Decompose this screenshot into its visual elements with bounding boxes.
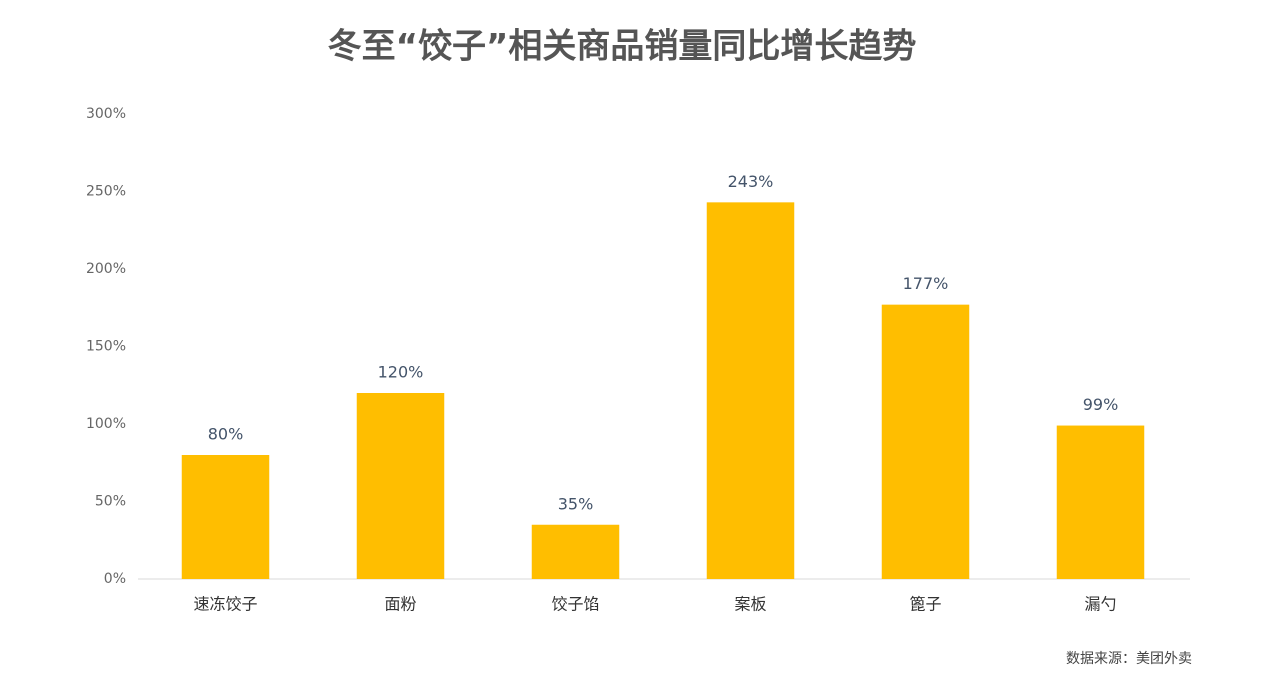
bar [706,202,795,579]
bar [181,455,270,579]
x-tick-label: 速冻饺子 [193,595,257,614]
chart-title: 冬至“饺子”相关商品销量同比增长趋势 [328,27,917,67]
x-tick-label: 饺子馅 [551,595,599,614]
bar [531,524,620,579]
bar [881,304,970,579]
y-tick-label: 300% [86,106,126,122]
y-tick-label: 0% [104,571,126,587]
y-tick-label: 100% [86,416,126,432]
value-label: 99% [1083,395,1119,414]
x-tick-label: 面粉 [384,595,416,614]
y-tick-label: 250% [86,184,126,200]
y-tick-label: 150% [86,339,126,355]
value-label: 80% [208,425,244,444]
value-label: 177% [903,274,949,293]
x-tick-label: 案板 [734,595,766,614]
y-tick-label: 200% [86,261,126,277]
value-label: 120% [378,363,424,382]
source-note: 数据来源：美团外卖 [1066,651,1192,667]
bar [356,393,445,579]
value-label: 243% [728,172,774,191]
x-tick-label: 漏勺 [1084,595,1116,614]
value-label: 35% [558,494,594,513]
bar [1056,425,1145,579]
x-tick-label: 篦子 [909,595,941,614]
y-tick-label: 50% [95,494,126,510]
